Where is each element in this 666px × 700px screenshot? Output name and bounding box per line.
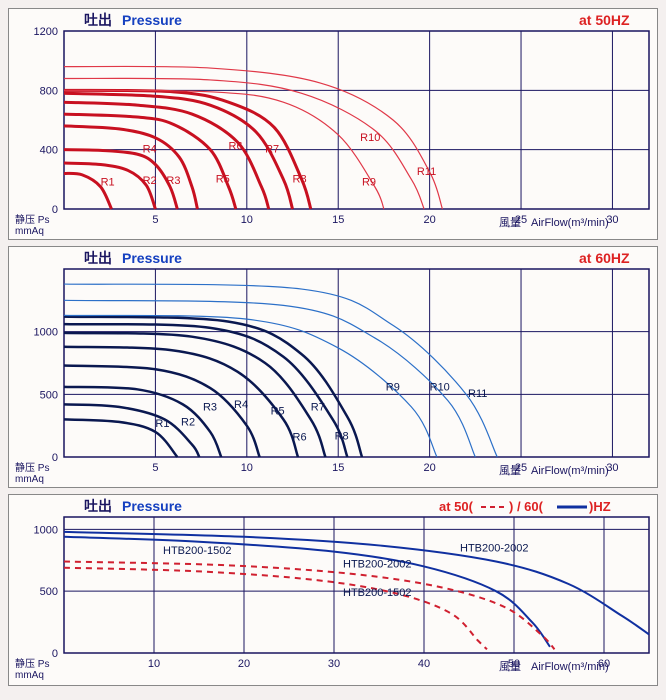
curve-label: R9 [386, 382, 400, 394]
chart-title-en: Pressure [122, 498, 182, 514]
curve-label: R1 [101, 176, 115, 188]
curve-label: R5 [271, 405, 285, 417]
freq-label: at 50( ) / 60( )HZ [439, 499, 611, 514]
xtick-label: 15 [332, 214, 344, 226]
ytick-label: 1200 [34, 26, 58, 38]
xtick-label: 5 [152, 462, 158, 474]
curve-label: HTB200-2002 [343, 559, 412, 571]
chart-title-cn: 吐出 [84, 498, 112, 514]
ytick-label: 800 [40, 85, 58, 97]
curve-label: R11 [468, 388, 487, 400]
chart-title-en: Pressure [122, 250, 182, 266]
chart-htb: 10203040506005001000HTB200-1502HTB200-20… [8, 494, 658, 686]
curve-label: R3 [166, 175, 180, 187]
chart-title-cn: 吐出 [84, 12, 112, 28]
xtick-label: 10 [241, 214, 253, 226]
xaxis-label-cn: 風量 [499, 464, 521, 477]
curve-label: R6 [293, 432, 307, 444]
xaxis-label-en: AirFlow(m³/min) [531, 217, 609, 229]
chart-title-en: Pressure [122, 12, 182, 28]
curve-label: R6 [229, 141, 243, 153]
ytick-label: 1000 [34, 327, 58, 339]
curve-label: R10 [430, 382, 450, 394]
curve-label: R4 [143, 144, 157, 156]
yaxis-unit: mmAq [15, 670, 44, 681]
ytick-label: 400 [40, 145, 58, 157]
xtick-label: 40 [418, 658, 430, 670]
xtick-label: 15 [332, 462, 344, 474]
curve-label: R5 [216, 173, 230, 185]
xtick-label: 20 [238, 658, 250, 670]
xtick-label: 30 [328, 658, 340, 670]
curve-label: R10 [360, 132, 380, 144]
xtick-label: 20 [424, 214, 436, 226]
yaxis-label-cn: 静压 Ps [15, 213, 49, 226]
chart-title-cn: 吐出 [84, 250, 112, 266]
curve-label: R7 [265, 144, 279, 156]
svg-text:)HZ: )HZ [589, 499, 611, 514]
curve-label: R8 [293, 173, 307, 185]
yaxis-unit: mmAq [15, 474, 44, 485]
xtick-label: 20 [424, 462, 436, 474]
svg-text:) / 60(: ) / 60( [509, 499, 544, 514]
xtick-label: 10 [241, 462, 253, 474]
xaxis-label-en: AirFlow(m³/min) [531, 465, 609, 477]
curve-label: R9 [362, 176, 376, 188]
ytick-label: 0 [52, 648, 58, 660]
freq-label: at 60HZ [579, 250, 630, 266]
xtick-label: 5 [152, 214, 158, 226]
curve-label: R11 [417, 166, 436, 178]
yaxis-label-cn: 静压 Ps [15, 461, 49, 474]
ytick-label: 500 [40, 586, 58, 598]
curve-label: HTB200-1502 [163, 545, 232, 557]
xaxis-label-en: AirFlow(m³/min) [531, 661, 609, 673]
ytick-label: 0 [52, 452, 58, 464]
xaxis-label-cn: 風量 [499, 216, 521, 229]
yaxis-unit: mmAq [15, 226, 44, 237]
curve-label: R7 [311, 402, 325, 414]
chart-60hz: 5101520253005001000R1R2R3R4R5R6R7R8R9R10… [8, 246, 658, 488]
curve-label: R8 [335, 430, 349, 442]
curve-label: R3 [203, 402, 217, 414]
curve-label: R2 [181, 417, 195, 429]
ytick-label: 0 [52, 204, 58, 216]
chart-50hz: 5101520253004008001200R1R2R3R4R5R6R7R8R9… [8, 8, 658, 240]
freq-label: at 50HZ [579, 12, 630, 28]
curve-label: R2 [143, 175, 157, 187]
yaxis-label-cn: 静压 Ps [15, 657, 49, 670]
ytick-label: 1000 [34, 524, 58, 536]
ytick-label: 500 [40, 389, 58, 401]
xaxis-label-cn: 風量 [499, 660, 521, 673]
curve-label: HTB200-1502 [343, 587, 412, 599]
svg-text:at 50(: at 50( [439, 499, 474, 514]
curve-label: R4 [234, 399, 248, 411]
xtick-label: 10 [148, 658, 160, 670]
curve-label: HTB200-2002 [460, 543, 529, 555]
